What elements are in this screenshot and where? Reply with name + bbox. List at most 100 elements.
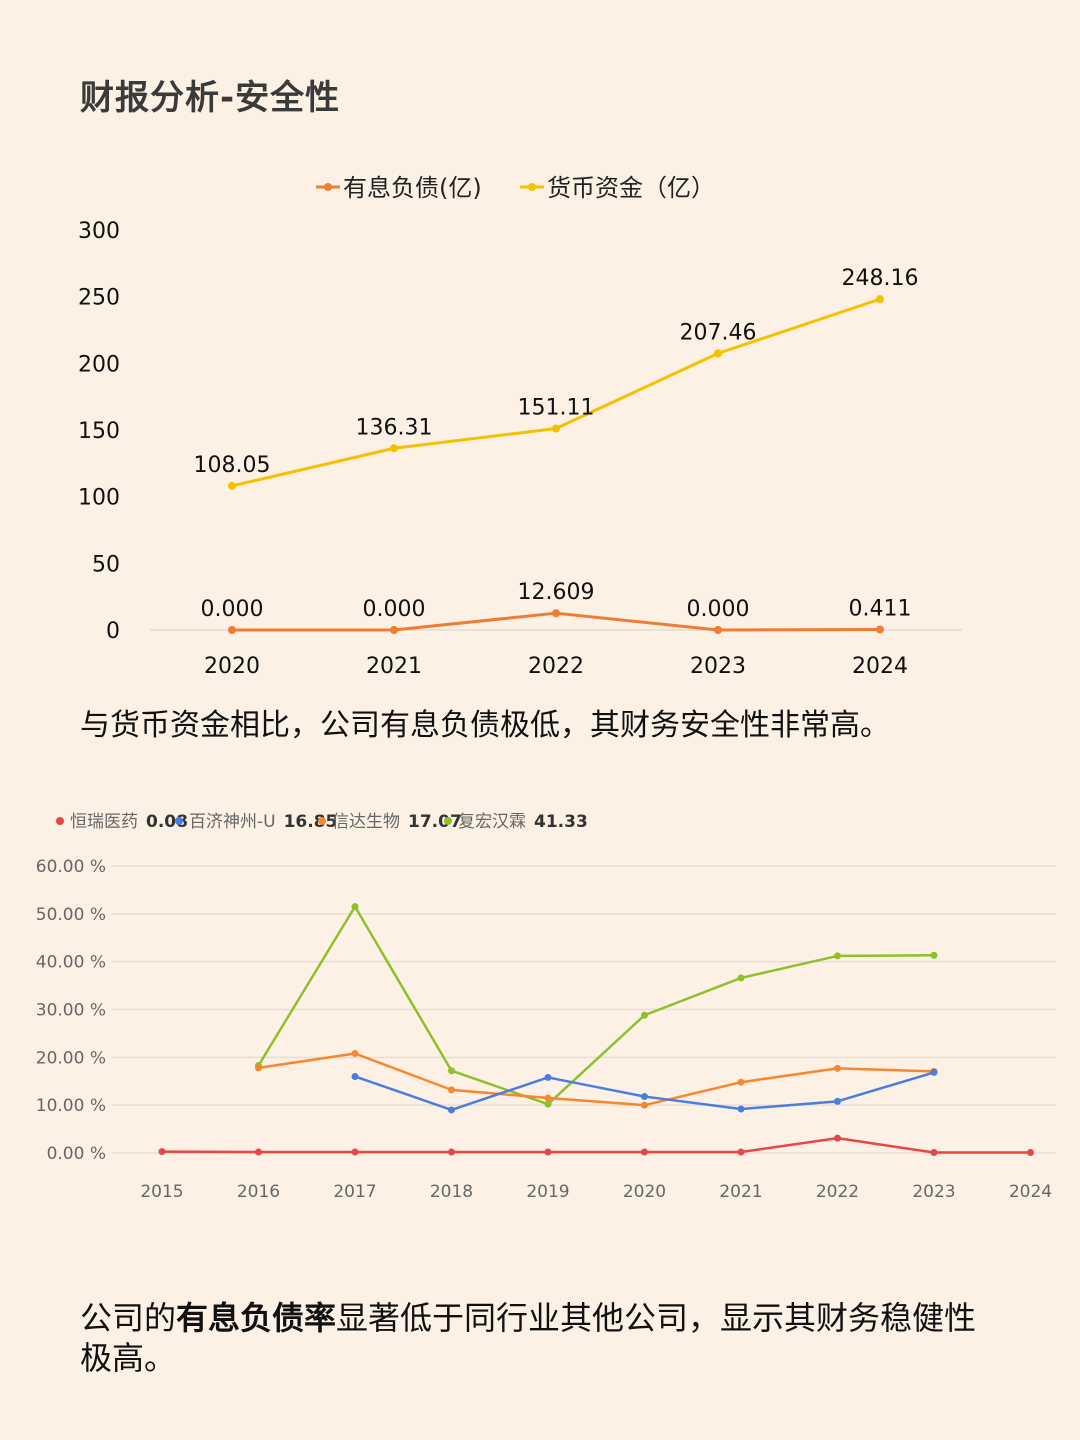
chart1-data-point — [552, 424, 560, 433]
chart1-data-point — [714, 349, 722, 358]
page-title: 财报分析-安全性 — [80, 78, 341, 118]
chart2-data-point — [834, 1134, 841, 1142]
chart1-y-tick-label: 150 — [78, 419, 120, 444]
chart2-legend-marker — [444, 817, 452, 825]
chart1-data-point — [390, 626, 398, 634]
chart2-x-tick-label: 2016 — [237, 1182, 280, 1202]
chart2-data-point — [641, 1148, 648, 1156]
chart1-series-line — [231, 297, 881, 488]
chart1-plot-area: 0.000 0.000 12.609 0.000 0.411 108.05 136.31 15… — [150, 266, 962, 634]
chart2-x-tick-label: 2024 — [1009, 1182, 1052, 1202]
chart1-y-tick-label: 0 — [106, 619, 120, 644]
chart1-data-point — [228, 626, 236, 634]
chart2-data-point — [544, 1148, 552, 1156]
chart2-x-tick-label: 2017 — [333, 1182, 376, 1202]
chart2-data-point — [544, 1073, 552, 1081]
chart2-series-line — [161, 1136, 1031, 1154]
chart2-data-point — [1027, 1149, 1034, 1157]
chart1-x-tick-label: 2020 — [204, 654, 260, 679]
chart2-y-tick-label: 20.00 % — [36, 1048, 106, 1068]
chart1-data-label: 108.05 — [194, 453, 271, 478]
caption-peer-comparison: 公司的有息负债率显著低于同行业其他公司，显示其财务稳健性极高。 — [80, 1298, 980, 1378]
chart2-data-point — [351, 1148, 359, 1156]
chart1-data-label: 12.609 — [518, 580, 595, 605]
chart1-data-label: 207.46 — [680, 320, 757, 345]
chart2-x-tick-label: 2019 — [526, 1182, 569, 1202]
chart2-legend-label: 百济神州-U — [189, 812, 276, 832]
chart1-legend-label: 货币资金（亿） — [547, 174, 715, 202]
chart1-y-tick-label: 200 — [78, 352, 120, 377]
chart2-legend-value: 0.08 — [146, 812, 188, 832]
chart2-y-tick-label: 60.00 % — [36, 857, 106, 877]
chart1-y-tick-label: 100 — [78, 486, 120, 511]
chart2-data-point — [448, 1086, 455, 1094]
caption2-text-end: 显著低于同行业其他公司，显示其财务稳健性极高。 — [80, 1299, 977, 1377]
chart2-legend-value: 16.85 — [284, 812, 338, 832]
chart2-x-tick-label: 2018 — [430, 1182, 473, 1202]
chart2-legend-value: 41.33 — [534, 812, 588, 832]
chart2-data-point — [737, 1105, 745, 1113]
chart1-x-tick-label: 2024 — [852, 654, 908, 679]
chart2-data-point — [351, 1050, 359, 1058]
chart2-legend-label: 恒瑞医药 — [70, 812, 138, 832]
chart1-x-tick-label: 2022 — [528, 654, 584, 679]
chart1-y-tick-label: 250 — [78, 286, 120, 311]
chart2-x-axis: 2015 2016 2017 2018 2019 2020 2021 2022 2023 2024 — [140, 1182, 1052, 1202]
caption-cash-vs-debt: 与货币资金相比，公司有息负债极低，其财务安全性非常高。 — [80, 708, 890, 743]
chart1-legend-marker — [528, 183, 536, 191]
chart1-legend: 有息负债(亿) 货币资金（亿） — [316, 174, 715, 202]
chart2-data-point — [255, 1148, 262, 1156]
chart1-data-point — [876, 625, 884, 634]
caption2-highlight: 有息负债率 — [176, 1299, 337, 1337]
chart2-y-tick-label: 0.00 % — [47, 1144, 106, 1164]
chart2-plot-area — [158, 903, 1034, 1157]
caption2-text-start: 公司的 — [80, 1299, 177, 1337]
chart2-y-tick-label: 40.00 % — [36, 953, 106, 973]
chart2-x-tick-label: 2015 — [140, 1182, 183, 1202]
chart2-x-tick-label: 2023 — [912, 1182, 955, 1202]
chart1-data-point — [390, 444, 398, 453]
chart2-legend-marker — [175, 817, 183, 825]
chart2-y-tick-label: 30.00 % — [36, 1001, 106, 1021]
chart2-data-point — [641, 1101, 648, 1109]
chart2-data-point — [737, 1078, 745, 1086]
chart1-data-label: 248.16 — [842, 266, 919, 291]
chart2-data-point — [641, 1011, 648, 1019]
chart2-data-point — [737, 974, 745, 982]
chart2-data-point — [158, 1148, 166, 1156]
chart2-data-point — [351, 903, 359, 911]
chart2-legend-value: 17.07 — [408, 812, 462, 832]
chart2-data-point — [448, 1106, 455, 1114]
chart1-data-label: 136.31 — [356, 415, 433, 440]
chart1-x-axis: 2020 2021 2022 2023 2024 — [204, 654, 908, 679]
chart2-data-point — [544, 1100, 552, 1108]
chart2-x-tick-label: 2020 — [623, 1182, 666, 1202]
chart2-data-point — [544, 1094, 552, 1102]
chart1-data-point — [876, 295, 884, 304]
chart2-legend-label: 信达生物 — [332, 812, 400, 832]
chart2-x-tick-label: 2022 — [816, 1182, 859, 1202]
chart1-data-point — [552, 609, 560, 618]
chart2-legend-marker — [56, 817, 64, 825]
chart1-data-label: 0.000 — [201, 597, 264, 622]
chart1-legend-marker — [324, 183, 332, 191]
chart2-data-point — [448, 1067, 455, 1075]
chart1-data-label: 0.000 — [363, 597, 426, 622]
chart2-data-point — [930, 951, 938, 959]
chart1-y-tick-label: 300 — [78, 219, 120, 244]
chart1-x-tick-label: 2021 — [366, 654, 422, 679]
chart2-data-point — [737, 1148, 745, 1156]
chart2-data-point — [930, 1068, 938, 1076]
chart2-y-tick-label: 10.00 % — [36, 1096, 106, 1116]
chart2-data-point — [641, 1093, 648, 1101]
chart2-grid — [112, 865, 1056, 1154]
chart1-data-label: 0.000 — [687, 597, 750, 622]
chart2-data-point — [255, 1064, 262, 1072]
chart2-legend-marker — [318, 817, 326, 825]
chart2-y-axis: 0.00 % 10.00 % 20.00 % 30.00 % 40.00 % 50.00 … — [36, 857, 106, 1164]
chart1-data-point — [714, 626, 722, 634]
chart1-y-axis: 0 50 100 150 200 250 300 — [78, 219, 120, 644]
